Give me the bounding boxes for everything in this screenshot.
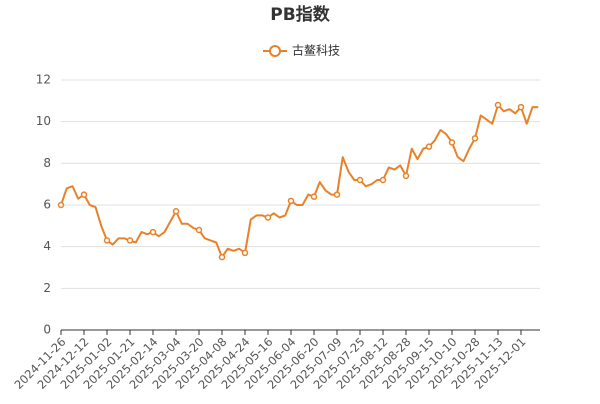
point [264, 214, 272, 221]
y-tick-label: 10 [36, 114, 51, 128]
point [195, 226, 203, 234]
y-tick-label: 2 [43, 281, 51, 295]
y-tick-label: 0 [43, 323, 51, 337]
point [126, 237, 134, 244]
point [379, 176, 387, 184]
point [402, 172, 410, 180]
point [471, 135, 479, 142]
point [57, 201, 65, 209]
point [103, 237, 111, 244]
point [172, 208, 180, 215]
point [448, 139, 456, 146]
point [310, 193, 318, 200]
point [241, 249, 249, 257]
y-tick-label: 8 [43, 156, 51, 170]
point [494, 101, 502, 109]
point [287, 197, 295, 205]
point [149, 228, 157, 236]
y-tick-label: 4 [43, 239, 51, 253]
legend-marker [269, 45, 281, 57]
y-tick-label: 12 [36, 73, 51, 87]
point [333, 191, 341, 198]
point [425, 143, 433, 150]
legend-label: 古鳌科技 [292, 43, 340, 58]
chart-title: PB指数 [270, 4, 330, 25]
y-tick-label: 6 [43, 198, 51, 212]
point [80, 191, 88, 198]
point [356, 176, 364, 184]
point [218, 253, 226, 261]
point [517, 103, 525, 111]
series-line [60, 104, 539, 259]
